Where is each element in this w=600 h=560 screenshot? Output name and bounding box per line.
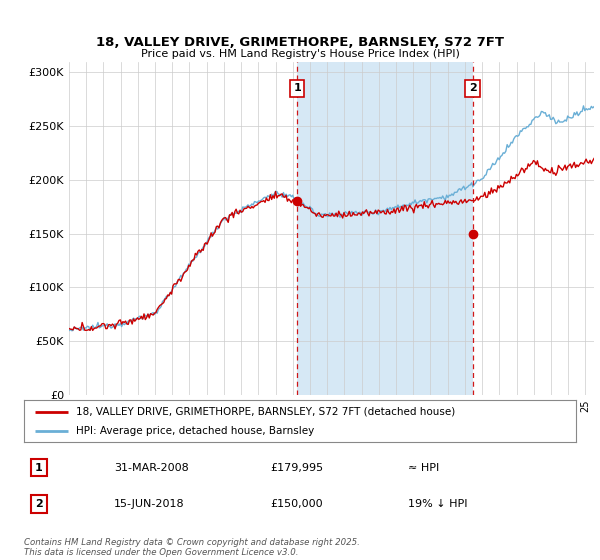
Text: 15-JUN-2018: 15-JUN-2018 [114,499,185,509]
Text: HPI: Average price, detached house, Barnsley: HPI: Average price, detached house, Barn… [76,426,314,436]
Text: 31-MAR-2008: 31-MAR-2008 [114,463,189,473]
Text: 18, VALLEY DRIVE, GRIMETHORPE, BARNSLEY, S72 7FT: 18, VALLEY DRIVE, GRIMETHORPE, BARNSLEY,… [96,36,504,49]
Bar [297,62,473,395]
Text: 2: 2 [469,83,476,94]
Text: 1: 1 [35,463,43,473]
Text: £179,995: £179,995 [270,463,323,473]
Text: 18, VALLEY DRIVE, GRIMETHORPE, BARNSLEY, S72 7FT (detached house): 18, VALLEY DRIVE, GRIMETHORPE, BARNSLEY,… [76,407,455,417]
Text: Price paid vs. HM Land Registry's House Price Index (HPI): Price paid vs. HM Land Registry's House … [140,49,460,59]
Text: £150,000: £150,000 [270,499,323,509]
Text: ≈ HPI: ≈ HPI [408,463,439,473]
Text: Contains HM Land Registry data © Crown copyright and database right 2025.
This d: Contains HM Land Registry data © Crown c… [24,538,360,557]
Text: 2: 2 [35,499,43,509]
Text: 19% ↓ HPI: 19% ↓ HPI [408,499,467,509]
Text: 1: 1 [293,83,301,94]
